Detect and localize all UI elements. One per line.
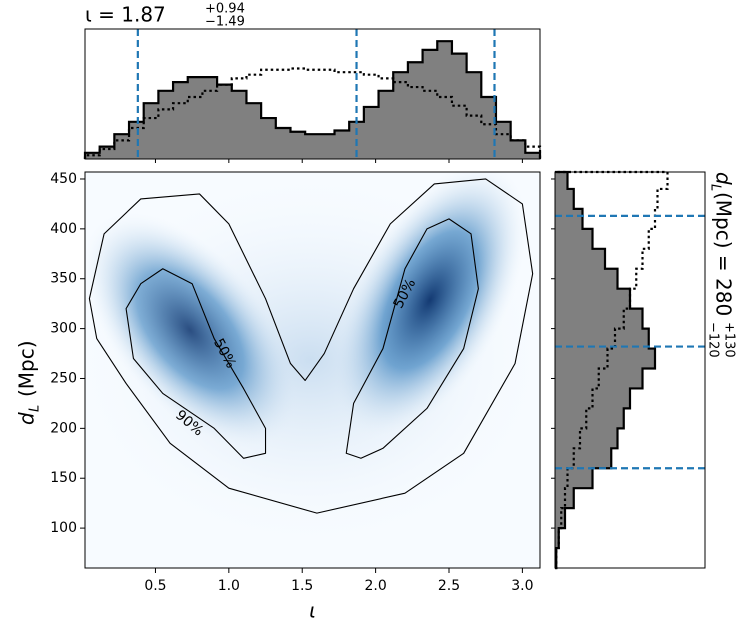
hist-bar <box>393 72 409 159</box>
x-tick-label: 1.5 <box>291 578 313 594</box>
y-tick-label: 450 <box>50 171 77 187</box>
hist-bar <box>555 448 612 469</box>
hist-bar <box>555 468 593 489</box>
hist-bar <box>173 82 189 159</box>
x-tick-label: 3.0 <box>511 578 533 594</box>
hist-title-part: +130 <box>722 322 737 358</box>
hist-bar <box>187 77 203 159</box>
axes-frame <box>84 171 541 569</box>
contour-line <box>88 178 534 514</box>
y-tick-label: 200 <box>50 420 77 436</box>
hist-bar <box>363 106 379 159</box>
hist-bar <box>510 140 526 159</box>
hist-bar <box>525 152 541 159</box>
hist-title-part: L <box>708 184 723 191</box>
hist-title-part: (Mpc) = 280 <box>712 192 736 316</box>
hist-bar <box>555 348 655 369</box>
density-blob <box>333 172 527 438</box>
hist-bar <box>555 248 605 270</box>
axes-frame <box>554 171 706 569</box>
hist-bar <box>231 90 247 159</box>
hist-outline <box>83 40 542 159</box>
y-axis-label-part: (Mpc) <box>15 340 39 397</box>
hist-bar <box>555 188 574 210</box>
hist-title: ι = 1.87 <box>85 3 166 27</box>
contour-line <box>125 268 267 459</box>
x-tick-label: 0.5 <box>144 578 166 594</box>
hist-bar <box>422 49 438 159</box>
hist-bar <box>407 62 423 159</box>
hist-step-line <box>83 67 542 159</box>
hist-bar <box>246 103 262 159</box>
hist-bar <box>555 508 565 529</box>
hist-bar <box>143 103 159 159</box>
hist-bar <box>555 208 583 230</box>
hist-bar <box>290 131 306 159</box>
x-tick-label: 2.5 <box>438 578 460 594</box>
hist-bar <box>275 128 291 159</box>
contour-line <box>345 218 479 459</box>
x-tick-label: 1.0 <box>218 578 240 594</box>
hist-bar <box>334 130 350 159</box>
hist-bar <box>158 90 174 159</box>
hist-bar <box>319 134 335 159</box>
hist-title-part: −120 <box>706 322 721 358</box>
y-tick-label: 100 <box>50 520 77 536</box>
y-tick-label: 250 <box>50 370 77 386</box>
hist-bar <box>555 328 649 349</box>
hist-bar <box>261 118 277 159</box>
hist-title-sub: −1.49 <box>205 15 245 30</box>
y-tick-label: 350 <box>50 271 77 287</box>
hist-title-sup: +0.94 <box>205 2 245 17</box>
hist-bar <box>466 72 482 159</box>
y-tick-label: 400 <box>50 221 77 237</box>
hist-bar <box>555 172 568 190</box>
x-tick-label: 2.0 <box>364 578 386 594</box>
hist-bar <box>555 288 630 310</box>
hist-bar <box>305 134 321 159</box>
hist-bar <box>481 97 497 159</box>
hist-bar <box>129 121 145 159</box>
hist-bar <box>555 388 630 409</box>
y-tick-label: 150 <box>50 470 77 486</box>
y-axis-label: dL (Mpc) <box>15 340 43 425</box>
hist-bar <box>217 84 233 159</box>
hist-bar <box>555 528 559 549</box>
hist-title-part: d <box>712 172 736 185</box>
hist-bar <box>437 41 453 160</box>
hist-bar <box>555 228 593 250</box>
hist-bar <box>555 488 574 509</box>
hist-bar <box>555 308 643 330</box>
hist-bar <box>99 146 115 159</box>
hist-step-line <box>555 170 669 570</box>
hist-title: dL (Mpc) = 280 +130−120 <box>706 172 737 358</box>
y-axis-label-part: L <box>28 405 43 412</box>
hist-bar <box>555 408 624 429</box>
hist-bar <box>378 90 394 159</box>
hist-bar <box>202 77 218 159</box>
hist-outline <box>555 170 657 570</box>
hist-bar <box>555 428 618 449</box>
y-tick-label: 300 <box>50 321 77 337</box>
x-axis-label: ι <box>309 599 316 623</box>
hist-bar <box>495 121 512 159</box>
axes-frame <box>84 28 541 160</box>
hist-bar <box>114 134 130 159</box>
hist-bar <box>555 268 618 290</box>
y-axis-label-part: d <box>15 412 39 425</box>
